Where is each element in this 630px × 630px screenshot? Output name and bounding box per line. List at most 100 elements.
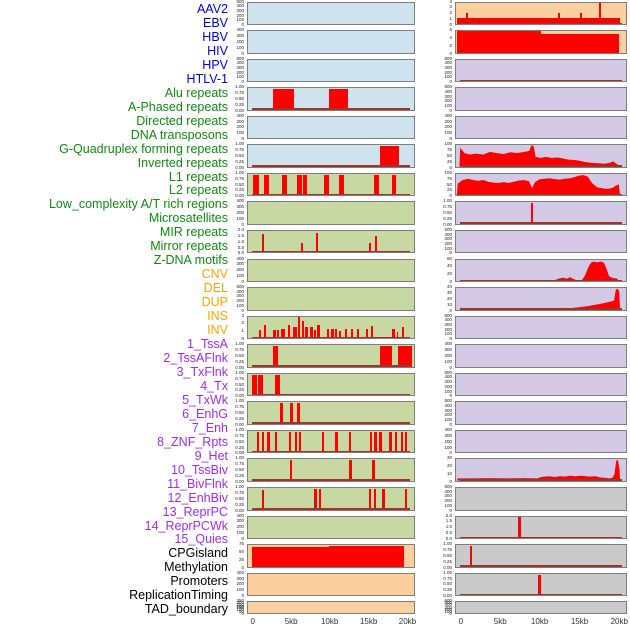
y-tick-label: 0.75 <box>235 146 244 152</box>
signal-bar <box>280 329 286 339</box>
y-tick-label: 6 <box>449 26 452 32</box>
signal-bar <box>465 12 468 24</box>
track-label-microsatellites: Microsatellites <box>148 211 228 226</box>
signal-bar <box>374 431 377 453</box>
y-tick-label: 0 <box>449 164 452 170</box>
track-panel-low-complexity-a-t-rich-regions <box>247 401 415 425</box>
y-tick-label: 10 <box>446 301 452 307</box>
signal-bar <box>405 488 408 510</box>
y-tick-label: 0.50 <box>235 352 244 358</box>
signal-bar <box>252 547 330 567</box>
y-axis-ticks: 1.00 0.75 0.50 0.25 0.00 <box>224 370 245 398</box>
y-tick-label: 0 <box>449 364 452 370</box>
y-tick-label: 200 <box>444 124 452 130</box>
y-tick-label: 1.00 <box>235 141 244 147</box>
y-tick-label: 100 <box>236 272 244 278</box>
y-tick-label: 0.75 <box>235 403 244 409</box>
track-panel-dna-transposons <box>247 258 415 283</box>
x-tick-label: 20kb <box>610 617 628 626</box>
y-axis-ticks: 500 400 300 200 100 0 <box>432 55 453 84</box>
track-label-hiv: HIV <box>207 43 228 58</box>
y-tick-label: 300 <box>236 599 244 605</box>
track-label-l1-repeats: L1 repeats <box>168 169 228 184</box>
y-tick-label: 75 <box>446 175 452 181</box>
y-tick-label: 20 <box>446 295 452 301</box>
track-panel-2-tssaflnk <box>455 87 627 111</box>
y-axis-ticks: 1.00 0.75 0.50 0.25 0.00 <box>224 456 245 484</box>
signal-bar <box>258 329 261 339</box>
panel-row-right-15: 500 400 300 200 100 0 <box>432 399 627 426</box>
y-tick-label: 200 <box>444 326 452 332</box>
signal-bar <box>263 324 266 339</box>
track-panel-mir-repeats <box>247 458 415 482</box>
panel-row-left-13: 1.00 0.75 0.50 0.25 0.00 <box>224 341 415 369</box>
zero-baseline <box>460 193 622 196</box>
y-tick-label: 200 <box>236 12 244 18</box>
track-label-10-tssbiv: 10_TssBiv <box>171 462 228 477</box>
panel-row-right-11: 40 30 20 10 0 <box>432 284 627 312</box>
y-tick-label: 500 <box>444 55 452 61</box>
zero-baseline <box>252 422 410 424</box>
zero-baseline <box>252 108 410 110</box>
track-panel-microsatellites <box>247 429 415 454</box>
panel-row-left-1: 500 400 300 200 100 0 <box>224 0 415 26</box>
track-label-11-bivflnk: 11_BivFlnk <box>167 476 228 491</box>
y-tick-label: 1.0 <box>237 238 244 244</box>
x-tick-label: 10kb <box>530 617 549 626</box>
track-label-methylation: Methylation <box>164 560 228 575</box>
track-label-alu-repeats: Alu repeats <box>164 85 228 100</box>
y-tick-label: 0.75 <box>443 546 452 552</box>
panel-row-left-17: 1.00 0.75 0.50 0.25 0.00 <box>224 456 415 484</box>
y-tick-label: 0.50 <box>235 495 244 501</box>
track-panel-tad-boundary <box>455 601 627 614</box>
y-tick-label: 100 <box>236 44 244 50</box>
y-tick-label: 500 <box>236 55 244 61</box>
signal-bar <box>276 329 280 339</box>
y-tick-label: 0.75 <box>443 575 452 581</box>
signal-area <box>456 174 621 196</box>
track-label-7-enh: 7_Enh <box>191 420 228 435</box>
y-tick-label: 0.00 <box>235 107 244 113</box>
signal-bar <box>272 89 294 110</box>
track-panel-ebv <box>247 30 415 54</box>
y-tick-label: 25 <box>238 556 244 562</box>
track-panel-l2-repeats <box>247 372 415 397</box>
signal-bar <box>370 431 373 453</box>
zero-baseline <box>460 165 622 167</box>
panel-row-right-2: 6 4 2 0 <box>432 26 627 55</box>
signal-bar <box>290 403 294 424</box>
track-label-mir-repeats: MIR repeats <box>159 225 228 240</box>
x-tick-label: 15kb <box>359 617 378 626</box>
panel-row-left-7: 1.00 0.75 0.50 0.25 0.00 <box>224 170 415 198</box>
y-tick-label: 0.50 <box>235 381 244 387</box>
signal-bar <box>470 546 473 567</box>
signal-bar <box>401 431 404 453</box>
y-tick-label: 300 <box>444 321 452 327</box>
signal-bar <box>273 346 279 367</box>
panel-row-right-8: 1.00 0.75 0.50 0.25 0.00 <box>432 199 627 226</box>
track-label-aav2: AAV2 <box>196 2 228 16</box>
y-tick-label: 100 <box>444 331 452 337</box>
signal-bar <box>579 12 582 24</box>
y-tick-label: 0.75 <box>235 89 244 95</box>
y-tick-label: 0 <box>241 592 244 598</box>
zero-baseline <box>252 450 410 453</box>
track-label-6-enhg: 6_EnhG <box>182 406 228 421</box>
y-tick-label: 400 <box>444 231 452 237</box>
track-panel-7-enh <box>455 229 627 254</box>
signal-bar <box>298 317 301 339</box>
y-tick-label: 75 <box>446 146 452 152</box>
signal-bar <box>392 174 397 196</box>
y-tick-label: 0.25 <box>235 472 244 478</box>
y-axis-ticks: 1.00 0.75 0.50 0.25 0.00 <box>224 341 245 369</box>
zero-baseline <box>252 250 410 253</box>
zero-baseline <box>252 365 410 367</box>
y-tick-label: 0.50 <box>235 152 244 158</box>
panel-row-left-21: 400 300 200 100 0 <box>224 570 415 598</box>
y-axis-ticks: 400 300 200 100 0 <box>224 256 245 284</box>
y-axis-ticks: 400 300 200 100 0 <box>432 113 453 141</box>
y-axis-ticks: 500 400 300 200 100 0 <box>432 227 453 255</box>
